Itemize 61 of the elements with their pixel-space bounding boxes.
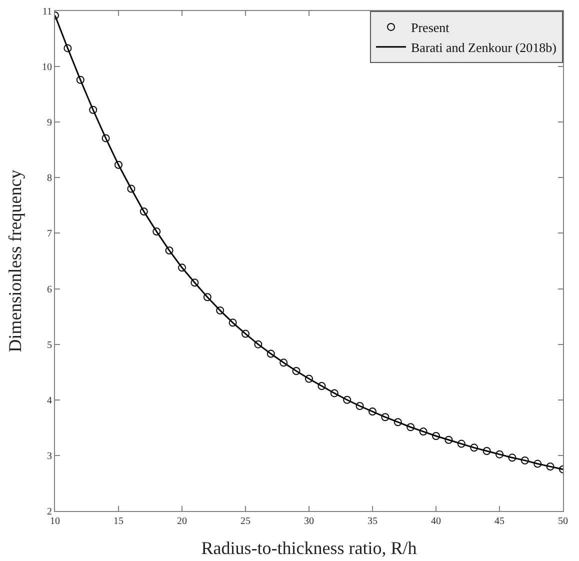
point	[305, 374, 313, 383]
point	[419, 428, 428, 436]
y-tick-label: 5	[47, 340, 52, 351]
point	[254, 340, 262, 348]
point	[152, 228, 161, 236]
point	[368, 408, 376, 416]
point	[102, 134, 110, 142]
point	[165, 246, 174, 254]
y-tick-label: 4	[47, 395, 52, 406]
y-tick-label: 9	[47, 118, 52, 129]
x-tick-label: 15	[114, 516, 124, 527]
point	[444, 436, 453, 444]
point	[114, 160, 122, 169]
y-axis-title: Dimensionless frequency	[5, 170, 26, 352]
point	[470, 444, 478, 452]
point	[496, 450, 504, 458]
point	[178, 264, 186, 272]
point	[482, 447, 491, 455]
x-tick-label: 20	[177, 516, 187, 527]
point	[228, 318, 237, 327]
point	[242, 330, 250, 338]
point	[216, 306, 224, 314]
x-tick-label: 25	[240, 516, 250, 527]
y-tick-label: 2	[47, 506, 52, 518]
point	[203, 293, 212, 302]
x-tick-label: 45	[494, 516, 504, 527]
point	[356, 402, 364, 410]
x-tick-label: 50	[558, 516, 568, 527]
point	[64, 44, 72, 52]
point	[292, 367, 300, 375]
legend-label: Barati and Zenkour (2018b)	[411, 40, 556, 55]
point	[343, 396, 352, 404]
y-tick-label: 3	[47, 450, 52, 462]
point	[140, 208, 148, 216]
y-tick-label: 11	[42, 6, 52, 18]
point	[457, 440, 466, 448]
x-tick-label: 30	[304, 516, 314, 527]
point	[508, 454, 516, 462]
point	[546, 462, 554, 471]
point	[406, 423, 415, 432]
point	[432, 432, 440, 440]
point	[280, 358, 288, 367]
y-tick-label: 6	[47, 284, 52, 296]
point	[330, 389, 338, 398]
point	[318, 382, 326, 390]
y-tick-label: 10	[42, 62, 52, 74]
point	[381, 413, 390, 422]
point	[534, 460, 542, 468]
x-tick-label: 40	[431, 516, 441, 527]
point	[394, 418, 402, 426]
x-tick-label: 35	[368, 516, 378, 527]
x-axis-title: Radius-to-thickness ratio, R/h	[201, 538, 417, 558]
y-tick-label: 8	[47, 173, 52, 184]
point	[190, 278, 199, 287]
point	[89, 106, 98, 114]
point	[520, 456, 529, 464]
point	[127, 184, 136, 193]
legend-label: Present	[411, 20, 450, 36]
point	[76, 76, 84, 84]
y-tick-label: 7	[47, 228, 52, 240]
point	[266, 350, 275, 358]
